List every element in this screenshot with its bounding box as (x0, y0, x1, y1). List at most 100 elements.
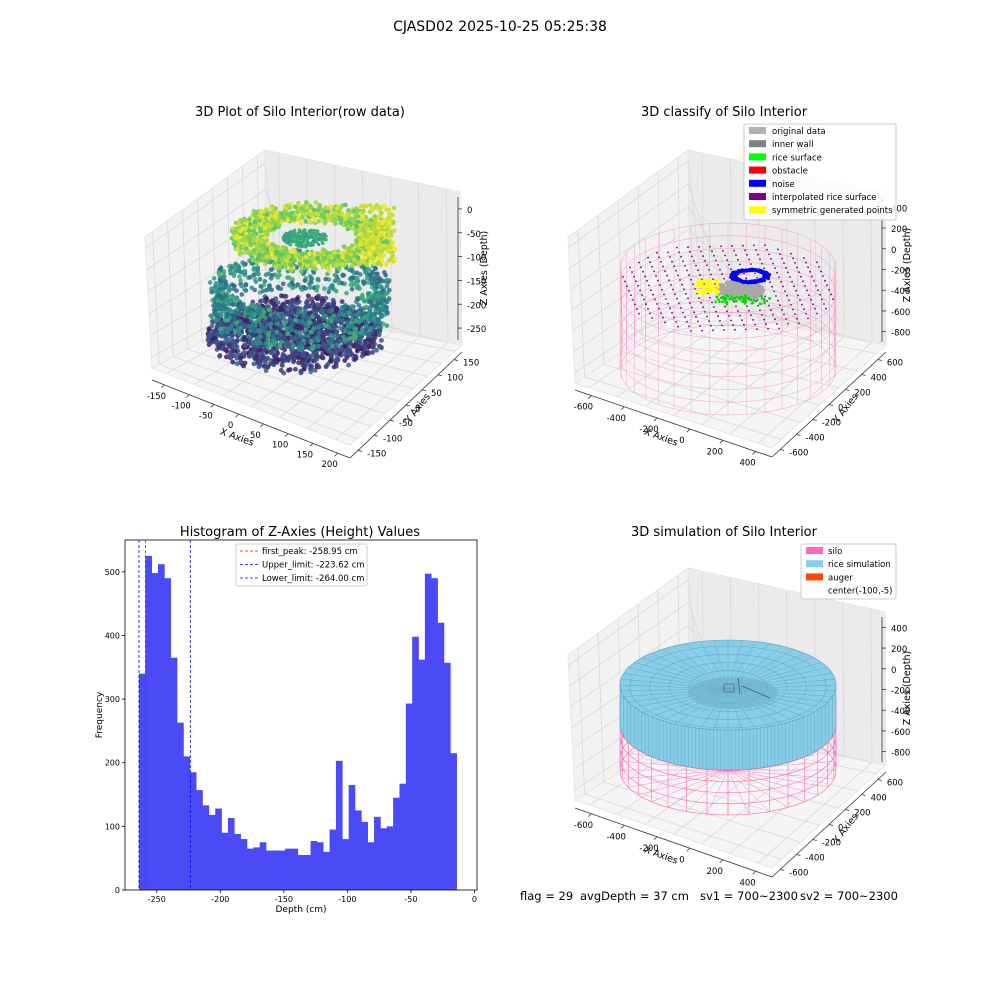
interpolated-point (670, 284, 672, 286)
data-point (345, 226, 351, 232)
data-point (237, 331, 243, 337)
data-point (258, 340, 264, 346)
data-point (329, 353, 335, 359)
data-point (225, 336, 231, 342)
data-point (360, 236, 366, 241)
data-point (372, 215, 378, 220)
interpolated-point (660, 312, 662, 314)
data-point (301, 204, 307, 209)
data-point (383, 272, 388, 278)
data-point (259, 323, 265, 329)
data-point (368, 232, 373, 237)
data-point (367, 298, 372, 304)
data-point (268, 267, 274, 272)
data-point (390, 212, 395, 218)
data-point (265, 229, 270, 235)
x-tick-label: 400 (739, 458, 755, 468)
interpolated-point (757, 253, 759, 256)
data-point (326, 254, 332, 260)
data-point (317, 237, 321, 242)
data-point (240, 260, 245, 265)
data-point (287, 328, 292, 333)
y-tick-label: -600 (789, 449, 808, 459)
interpolated-point (713, 306, 715, 308)
z-tick-label: -250 (467, 325, 486, 335)
data-point (305, 354, 311, 360)
data-point (361, 265, 367, 270)
interpolated-point (651, 317, 653, 319)
data-point (230, 309, 235, 315)
data-point (244, 323, 249, 329)
data-point (305, 333, 311, 339)
data-point (216, 292, 221, 298)
data-point (296, 360, 301, 366)
data-point (369, 221, 375, 226)
data-point (365, 291, 371, 296)
interpolated-point (652, 293, 654, 296)
x-tick (309, 443, 314, 447)
interpolated-point (638, 312, 640, 315)
data-point (238, 228, 243, 234)
data-point (299, 318, 305, 324)
data-point (366, 331, 372, 337)
data-point (354, 270, 360, 276)
interpolated-point (764, 244, 766, 247)
interpolated-point (744, 249, 746, 252)
data-point (335, 205, 340, 211)
data-point (296, 351, 302, 357)
interpolated-point (756, 277, 758, 279)
data-point (242, 272, 248, 277)
interpolated-point (671, 311, 673, 314)
interpolated-point (768, 304, 770, 307)
data-point (371, 256, 376, 262)
data-point (221, 275, 227, 280)
data-point (361, 208, 366, 214)
data-point (243, 288, 249, 293)
data-point (277, 344, 283, 349)
interpolated-point (755, 249, 757, 251)
interpolated-point (669, 307, 671, 310)
data-point (317, 259, 323, 265)
data-point (313, 260, 318, 266)
data-point (379, 210, 384, 215)
data-point (272, 303, 277, 309)
interpolated-point (777, 299, 779, 302)
data-point (372, 311, 377, 317)
data-point (367, 203, 373, 208)
interpolated-point (684, 316, 686, 318)
data-point (339, 299, 345, 305)
interpolated-point (731, 245, 733, 247)
data-point (272, 332, 277, 337)
original-point (725, 280, 729, 284)
interpolated-point (695, 264, 697, 267)
data-point (299, 325, 305, 331)
data-point (353, 213, 359, 219)
y-tick (405, 404, 411, 407)
interpolated-point (673, 265, 675, 268)
data-point (230, 302, 236, 307)
data-point (229, 282, 235, 287)
interpolated-point (745, 328, 747, 331)
x-tick (185, 394, 190, 398)
data-point (256, 253, 262, 258)
interpolated-point (776, 271, 778, 274)
data-point (260, 288, 266, 294)
data-point (262, 279, 268, 284)
data-point (260, 355, 266, 360)
data-point (322, 234, 326, 238)
data-point (285, 331, 290, 337)
data-point (224, 293, 229, 298)
interpolated-point (681, 283, 683, 286)
x-tick-label: 200 (707, 447, 723, 457)
data-point (266, 241, 271, 247)
data-point (340, 334, 346, 340)
data-point (208, 313, 214, 318)
interpolated-point (628, 289, 630, 292)
data-point (334, 342, 340, 347)
data-point (311, 326, 316, 331)
interpolated-point (687, 297, 689, 300)
data-point (282, 264, 288, 270)
interpolated-point (766, 248, 768, 251)
x-tick-label: 100 (272, 441, 288, 451)
interpolated-point (792, 257, 794, 260)
